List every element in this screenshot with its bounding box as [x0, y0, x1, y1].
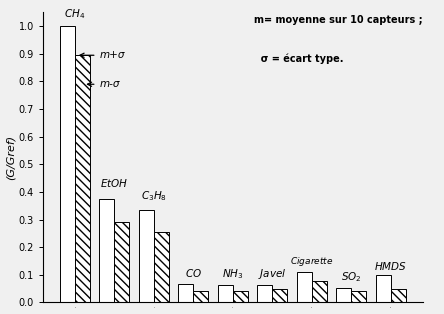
Text: $SO_2$: $SO_2$ — [341, 271, 361, 284]
Text: $Cigarette$: $Cigarette$ — [290, 255, 333, 268]
Text: $CH_4$: $CH_4$ — [64, 7, 86, 21]
Bar — [258, 285, 272, 302]
Bar — [391, 289, 406, 302]
Bar — [178, 284, 194, 302]
Text: $CO$: $CO$ — [185, 267, 202, 279]
Bar — [154, 232, 169, 302]
Text: $Javel$: $Javel$ — [258, 268, 286, 281]
Bar — [297, 272, 312, 302]
Text: m= moyenne sur 10 capteurs ;: m= moyenne sur 10 capteurs ; — [254, 15, 422, 25]
Bar — [218, 285, 233, 302]
Bar — [336, 288, 351, 302]
Text: $HMDS$: $HMDS$ — [374, 259, 407, 272]
Bar — [139, 210, 154, 302]
Bar — [194, 291, 208, 302]
Text: $EtOH$: $EtOH$ — [100, 177, 129, 189]
Text: $NH_3$: $NH_3$ — [222, 268, 244, 281]
Bar — [115, 222, 130, 302]
Text: $C_3H_8$: $C_3H_8$ — [141, 189, 167, 203]
Text: σ = écart type.: σ = écart type. — [254, 53, 343, 63]
Text: m+σ: m+σ — [80, 50, 125, 60]
Bar — [376, 275, 391, 302]
Bar — [312, 281, 327, 302]
Text: m-σ: m-σ — [87, 79, 120, 89]
Y-axis label: (G/Gref): (G/Gref) — [6, 135, 16, 180]
Bar — [75, 55, 90, 302]
Bar — [351, 291, 366, 302]
Bar — [272, 289, 287, 302]
Bar — [233, 291, 248, 302]
Bar — [99, 199, 115, 302]
Bar — [60, 26, 75, 302]
